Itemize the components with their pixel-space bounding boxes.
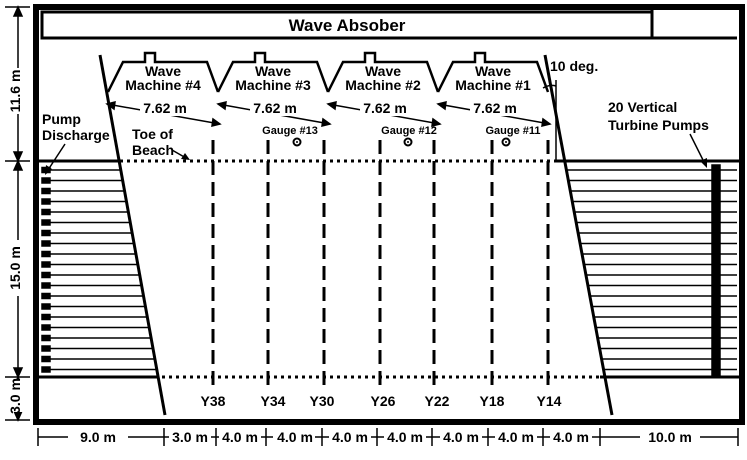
profile-label-y14: Y14 bbox=[537, 393, 562, 409]
pump-discharge-arrow bbox=[47, 143, 66, 171]
discharge-outlet bbox=[41, 198, 51, 205]
pump-discharge-label-line2: Discharge bbox=[42, 127, 110, 143]
turbine-pumps-arrow bbox=[689, 133, 705, 163]
left-beach-slope bbox=[98, 54, 167, 416]
discharge-outlet bbox=[41, 324, 51, 331]
wave-machine-4-line1: Wave bbox=[145, 63, 181, 79]
turbine-pumps-label-line1: 20 Vertical bbox=[608, 99, 677, 115]
discharge-outlet bbox=[41, 271, 51, 279]
wave-machine-2-line2: Machine #2 bbox=[345, 77, 421, 93]
wave-machine-3-line1: Wave bbox=[255, 63, 291, 79]
profile-label-y22: Y22 bbox=[425, 393, 450, 409]
gauge-11: Gauge #11 bbox=[485, 125, 541, 147]
dim-4-0m-7: 4.0 m bbox=[553, 429, 589, 445]
gauge-11-label: Gauge #11 bbox=[485, 125, 540, 137]
dim-3-0m: 3.0 m bbox=[7, 378, 23, 414]
discharge-outlet bbox=[41, 345, 51, 352]
discharge-outlet bbox=[41, 355, 51, 363]
gauge-12-label: Gauge #12 bbox=[381, 125, 437, 137]
machine-1-width-label: 7.62 m bbox=[473, 100, 517, 116]
discharge-outlet bbox=[41, 250, 51, 258]
machine-2-width-label: 7.62 m bbox=[363, 100, 407, 116]
discharge-outlet bbox=[41, 208, 51, 216]
turbine-pumps-label-line2: Turbine Pumps bbox=[608, 117, 709, 133]
corner-wall bbox=[650, 10, 737, 40]
discharge-outlet bbox=[41, 334, 51, 342]
dim-9-0m: 9.0 m bbox=[80, 429, 116, 445]
wave-machine-1-line2: Machine #1 bbox=[455, 77, 531, 93]
dim-15-0m: 15.0 m bbox=[7, 246, 23, 290]
turbine-pump-bank bbox=[711, 164, 721, 376]
profile-label-y30: Y30 bbox=[310, 393, 335, 409]
dim-4-0m-6: 4.0 m bbox=[498, 429, 534, 445]
discharge-outlet bbox=[41, 282, 51, 289]
angle-arc bbox=[542, 84, 557, 89]
discharge-outlet bbox=[41, 303, 51, 310]
dim-3-0m-bottom: 3.0 m bbox=[172, 429, 208, 445]
right-beach-slope bbox=[543, 54, 614, 416]
wave-machine-2: Wave Machine #2 bbox=[326, 51, 440, 93]
toe-of-beach-label-line2: Beach bbox=[132, 142, 174, 158]
basin-outer-wall bbox=[33, 4, 745, 425]
profile-labels: Y38 Y34 Y30 Y26 Y22 Y18 Y14 bbox=[201, 393, 562, 409]
gauge-13-label: Gauge #13 bbox=[262, 125, 318, 137]
discharge-outlet bbox=[41, 313, 51, 321]
discharge-outlet bbox=[41, 240, 51, 247]
discharge-outlet bbox=[41, 261, 51, 268]
discharge-outlet bbox=[41, 229, 51, 237]
discharge-outlet bbox=[41, 177, 51, 184]
wave-machine-1: Wave Machine #1 bbox=[436, 51, 550, 93]
dim-4-0m-4: 4.0 m bbox=[387, 429, 423, 445]
wave-absorber-label: Wave Absober bbox=[289, 16, 406, 35]
profile-label-y38: Y38 bbox=[201, 393, 226, 409]
wave-machine-4: Wave Machine #4 bbox=[106, 51, 220, 93]
wave-machine-2-line1: Wave bbox=[365, 63, 401, 79]
profile-label-y18: Y18 bbox=[480, 393, 505, 409]
discharge-outlet bbox=[41, 219, 51, 226]
gauge-13: Gauge #13 bbox=[262, 125, 318, 147]
machine-4-width-label: 7.62 m bbox=[143, 100, 187, 116]
wave-machine-3-line2: Machine #3 bbox=[235, 77, 311, 93]
wave-absorber bbox=[40, 10, 654, 40]
wave-machine-1-line1: Wave bbox=[475, 63, 511, 79]
wave-machine-3: Wave Machine #3 bbox=[216, 51, 330, 93]
dim-10-0m: 10.0 m bbox=[648, 429, 692, 445]
toe-of-beach-label-line1: Toe of bbox=[132, 126, 173, 142]
profile-lines bbox=[211, 140, 550, 385]
discharge-outlet bbox=[41, 187, 51, 195]
pump-discharge-label-line1: Pump bbox=[42, 111, 81, 127]
profile-label-y34: Y34 bbox=[261, 393, 286, 409]
dim-4-0m-2: 4.0 m bbox=[277, 429, 313, 445]
wave-machine-4-line2: Machine #4 bbox=[125, 77, 201, 93]
machine-3-width-label: 7.62 m bbox=[253, 100, 297, 116]
dim-4-0m-3: 4.0 m bbox=[332, 429, 368, 445]
dim-11-6m: 11.6 m bbox=[7, 70, 23, 113]
dim-4-0m-5: 4.0 m bbox=[443, 429, 479, 445]
discharge-outlet bbox=[41, 292, 51, 300]
dim-4-0m-1: 4.0 m bbox=[222, 429, 258, 445]
gauge-12: Gauge #12 bbox=[381, 125, 437, 147]
profile-label-y26: Y26 bbox=[371, 393, 396, 409]
angle-label: 10 deg. bbox=[550, 58, 598, 74]
discharge-outlet bbox=[41, 366, 51, 373]
right-pump-pipes bbox=[566, 164, 737, 376]
horizontal-dim-labels: 9.0 m 3.0 m 4.0 m 4.0 m 4.0 m 4.0 m 4.0 … bbox=[68, 426, 700, 446]
